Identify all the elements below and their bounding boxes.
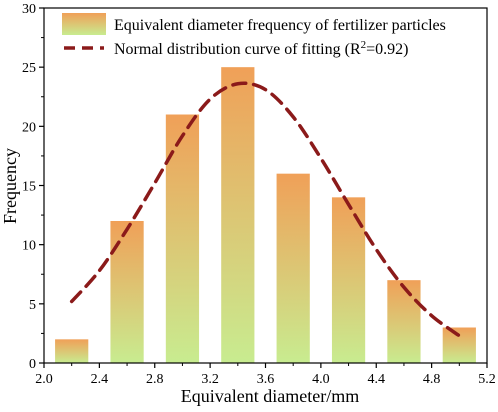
x-tick-label: 2.0 <box>35 372 53 387</box>
y-tick-label: 15 <box>22 180 36 195</box>
bar <box>221 67 255 364</box>
y-tick-label: 30 <box>22 2 36 17</box>
legend-label-curve-prefix: Normal distribution curve of fitting (R <box>114 41 361 58</box>
y-tick-label: 20 <box>22 120 36 135</box>
bar <box>55 339 89 363</box>
y-tick-label: 25 <box>22 61 36 76</box>
fit-curve <box>69 81 462 338</box>
legend-label-bars: Equivalent diameter frequency of fertili… <box>114 17 446 34</box>
y-tick-label: 10 <box>22 239 36 254</box>
x-tick-label: 3.2 <box>201 372 219 387</box>
bar <box>276 173 310 363</box>
x-axis-ticks: 2.0 2.4 2.8 3.2 3.6 4.0 4.4 4.8 5.2 <box>35 363 496 387</box>
y-axis-label: Frequency <box>0 148 20 224</box>
y-axis-ticks: 0 5 10 15 20 25 30 <box>22 2 44 372</box>
bar <box>110 221 144 363</box>
x-tick-label: 4.0 <box>312 372 330 387</box>
x-tick-label: 4.8 <box>423 372 441 387</box>
legend-label-curve: Normal distribution curve of fitting (R2… <box>114 39 408 58</box>
x-tick-label: 3.6 <box>257 372 275 387</box>
fit-curve-layer <box>69 81 462 338</box>
x-tick-label: 2.4 <box>91 372 109 387</box>
y-tick-label: 5 <box>29 298 36 313</box>
x-tick-label: 4.4 <box>368 372 386 387</box>
legend: Equivalent diameter frequency of fertili… <box>62 13 446 58</box>
y-tick-label: 0 <box>29 357 36 372</box>
x-tick-label: 2.8 <box>146 372 164 387</box>
bar <box>387 280 421 363</box>
legend-label-curve-sup: 2 <box>361 39 367 51</box>
legend-label-curve-suffix: =0.92) <box>366 41 408 58</box>
x-tick-label: 5.2 <box>478 372 496 387</box>
legend-swatch-bars <box>62 13 106 35</box>
bar <box>442 327 476 363</box>
bars-layer <box>55 67 476 364</box>
x-axis-label: Equivalent diameter/mm <box>181 386 359 406</box>
